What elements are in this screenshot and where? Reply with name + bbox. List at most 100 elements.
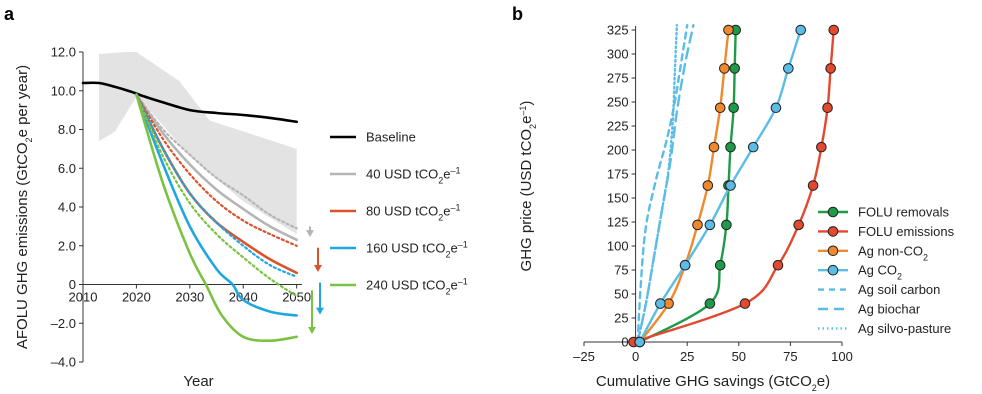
- y-tick-label: –4.0: [51, 355, 76, 370]
- panel-a-letter: a: [4, 4, 15, 24]
- series-line: [636, 24, 689, 344]
- data-point: [721, 219, 732, 231]
- y-tick-label: 175: [607, 167, 629, 182]
- label-part: e: [451, 241, 458, 256]
- data-point: [704, 219, 716, 231]
- label-part: GHG price (USD tCO: [518, 129, 535, 272]
- legend-label: Baseline: [366, 130, 416, 145]
- panel-a: a –4.0 –2.0 0 2.0 4.0 6.0 8.0 10.0 12.0 2010 2020 2…: [4, 4, 468, 390]
- data-point: [795, 24, 807, 36]
- x-tick-label: 0: [632, 349, 639, 364]
- panel-b: b –25 0 25 50 75 1000255075100125150175200225…: [512, 4, 955, 393]
- data-point: [725, 141, 736, 153]
- y-tick-label: 125: [607, 215, 629, 230]
- label-part: 2: [24, 137, 34, 142]
- uncertainty-band: [99, 52, 297, 235]
- x-tick-label: –25: [573, 349, 595, 364]
- series-line: [135, 93, 298, 343]
- y-tick-label: 325: [607, 23, 629, 38]
- data-point: [825, 63, 836, 74]
- data-point: [655, 298, 666, 309]
- x-tick-label: 25: [680, 349, 694, 364]
- legend-label: 80 USD tCO2e–1: [366, 203, 461, 223]
- uncertainty-band-area: [136, 52, 297, 235]
- data-point: [772, 259, 784, 271]
- data-point: [728, 102, 739, 114]
- label-part: e: [518, 116, 535, 124]
- y-tick-label: 100: [607, 239, 629, 254]
- series-line: [638, 28, 802, 344]
- data-point: [729, 63, 740, 74]
- change-arrowhead: [306, 230, 314, 238]
- data-point: [816, 141, 827, 153]
- data-point: [747, 141, 759, 153]
- label-part: AFOLU GHG emissions (GtCO: [14, 142, 31, 349]
- y-tick-label: 12.0: [51, 45, 76, 60]
- data-point: [708, 141, 720, 153]
- y-tick-label: 4.0: [58, 200, 76, 215]
- data-point: [692, 219, 703, 231]
- data-point: [739, 298, 751, 309]
- x-tick-label: 2040: [229, 290, 258, 305]
- panel-b-x-axis-label: Cumulative GHG savings (GtCO2e): [596, 373, 830, 393]
- label-part: –1: [458, 240, 468, 250]
- series-line: [636, 24, 679, 344]
- data-point: [704, 298, 716, 309]
- y-tick-label: 6.0: [58, 161, 76, 176]
- y-tick-label: 150: [607, 191, 629, 206]
- legend-label: FOLU emissions: [858, 224, 955, 239]
- data-point: [725, 180, 736, 191]
- panel-b-series: [628, 24, 840, 348]
- data-point: [702, 180, 714, 191]
- y-tick-label: 0: [621, 335, 628, 350]
- label-part: ): [518, 101, 535, 106]
- change-arrowhead: [314, 264, 322, 272]
- x-tick-label: 2050: [282, 290, 311, 305]
- legend-marker: [827, 245, 839, 257]
- data-point: [634, 336, 646, 348]
- legend-label: 160 USD tCO2e–1: [366, 240, 468, 260]
- series-line: [135, 93, 298, 317]
- data-point: [723, 24, 734, 36]
- y-tick-label: –2.0: [51, 316, 76, 331]
- label-part: Ag soil carbon: [858, 282, 940, 297]
- label-part: Cumulative GHG savings (GtCO: [596, 373, 812, 390]
- series-line-dotted: [135, 93, 298, 247]
- label-part: 2: [528, 124, 538, 129]
- label-part: e): [817, 373, 830, 390]
- y-tick-label: 50: [614, 287, 628, 302]
- x-tick-label: 2010: [69, 290, 98, 305]
- panel-b-letter: b: [512, 4, 523, 24]
- label-part: 240 USD tCO: [366, 278, 445, 293]
- panel-a-axes: –4.0 –2.0 0 2.0 4.0 6.0 8.0 10.0 12.0 2010 2020 203…: [51, 45, 311, 370]
- panel-b-axes: –25 0 25 50 75 100 0 25 50 75 100 125 150 175 200 225 25…: [573, 23, 853, 365]
- panel-b-y-axis-label: GHG price (USD tCO2e–1): [518, 101, 538, 272]
- legend-label: 40 USD tCO2e–1: [366, 166, 461, 186]
- x-tick-label: 75: [783, 349, 797, 364]
- data-point: [714, 259, 726, 271]
- series-line-dotted: [135, 93, 298, 278]
- label-part: e: [451, 278, 458, 293]
- y-tick-label: 300: [607, 47, 629, 62]
- label-part: e per year): [14, 65, 31, 138]
- label-part: 2: [812, 383, 817, 393]
- x-tick-label: 2030: [175, 290, 204, 305]
- label-part: 2: [438, 213, 443, 223]
- legend-marker: [827, 264, 839, 276]
- panel-b-legend: FOLU removals FOLU emissions Ag non-CO2 Ag …: [818, 205, 955, 336]
- x-tick-label: 100: [831, 349, 853, 364]
- legend-marker: [827, 206, 839, 218]
- y-tick-label: 75: [614, 263, 628, 278]
- label-part: Ag biochar: [858, 302, 921, 317]
- data-point: [679, 259, 691, 271]
- label-part: 2: [438, 176, 443, 186]
- data-point: [783, 63, 794, 74]
- label-part: –1: [451, 203, 461, 213]
- label-part: e: [443, 204, 450, 219]
- label-part: 2: [445, 250, 450, 260]
- label-part: 2: [923, 252, 928, 262]
- data-point: [719, 63, 730, 74]
- legend-label: FOLU removals: [858, 205, 950, 220]
- legend-label: Ag non-CO2: [858, 243, 928, 262]
